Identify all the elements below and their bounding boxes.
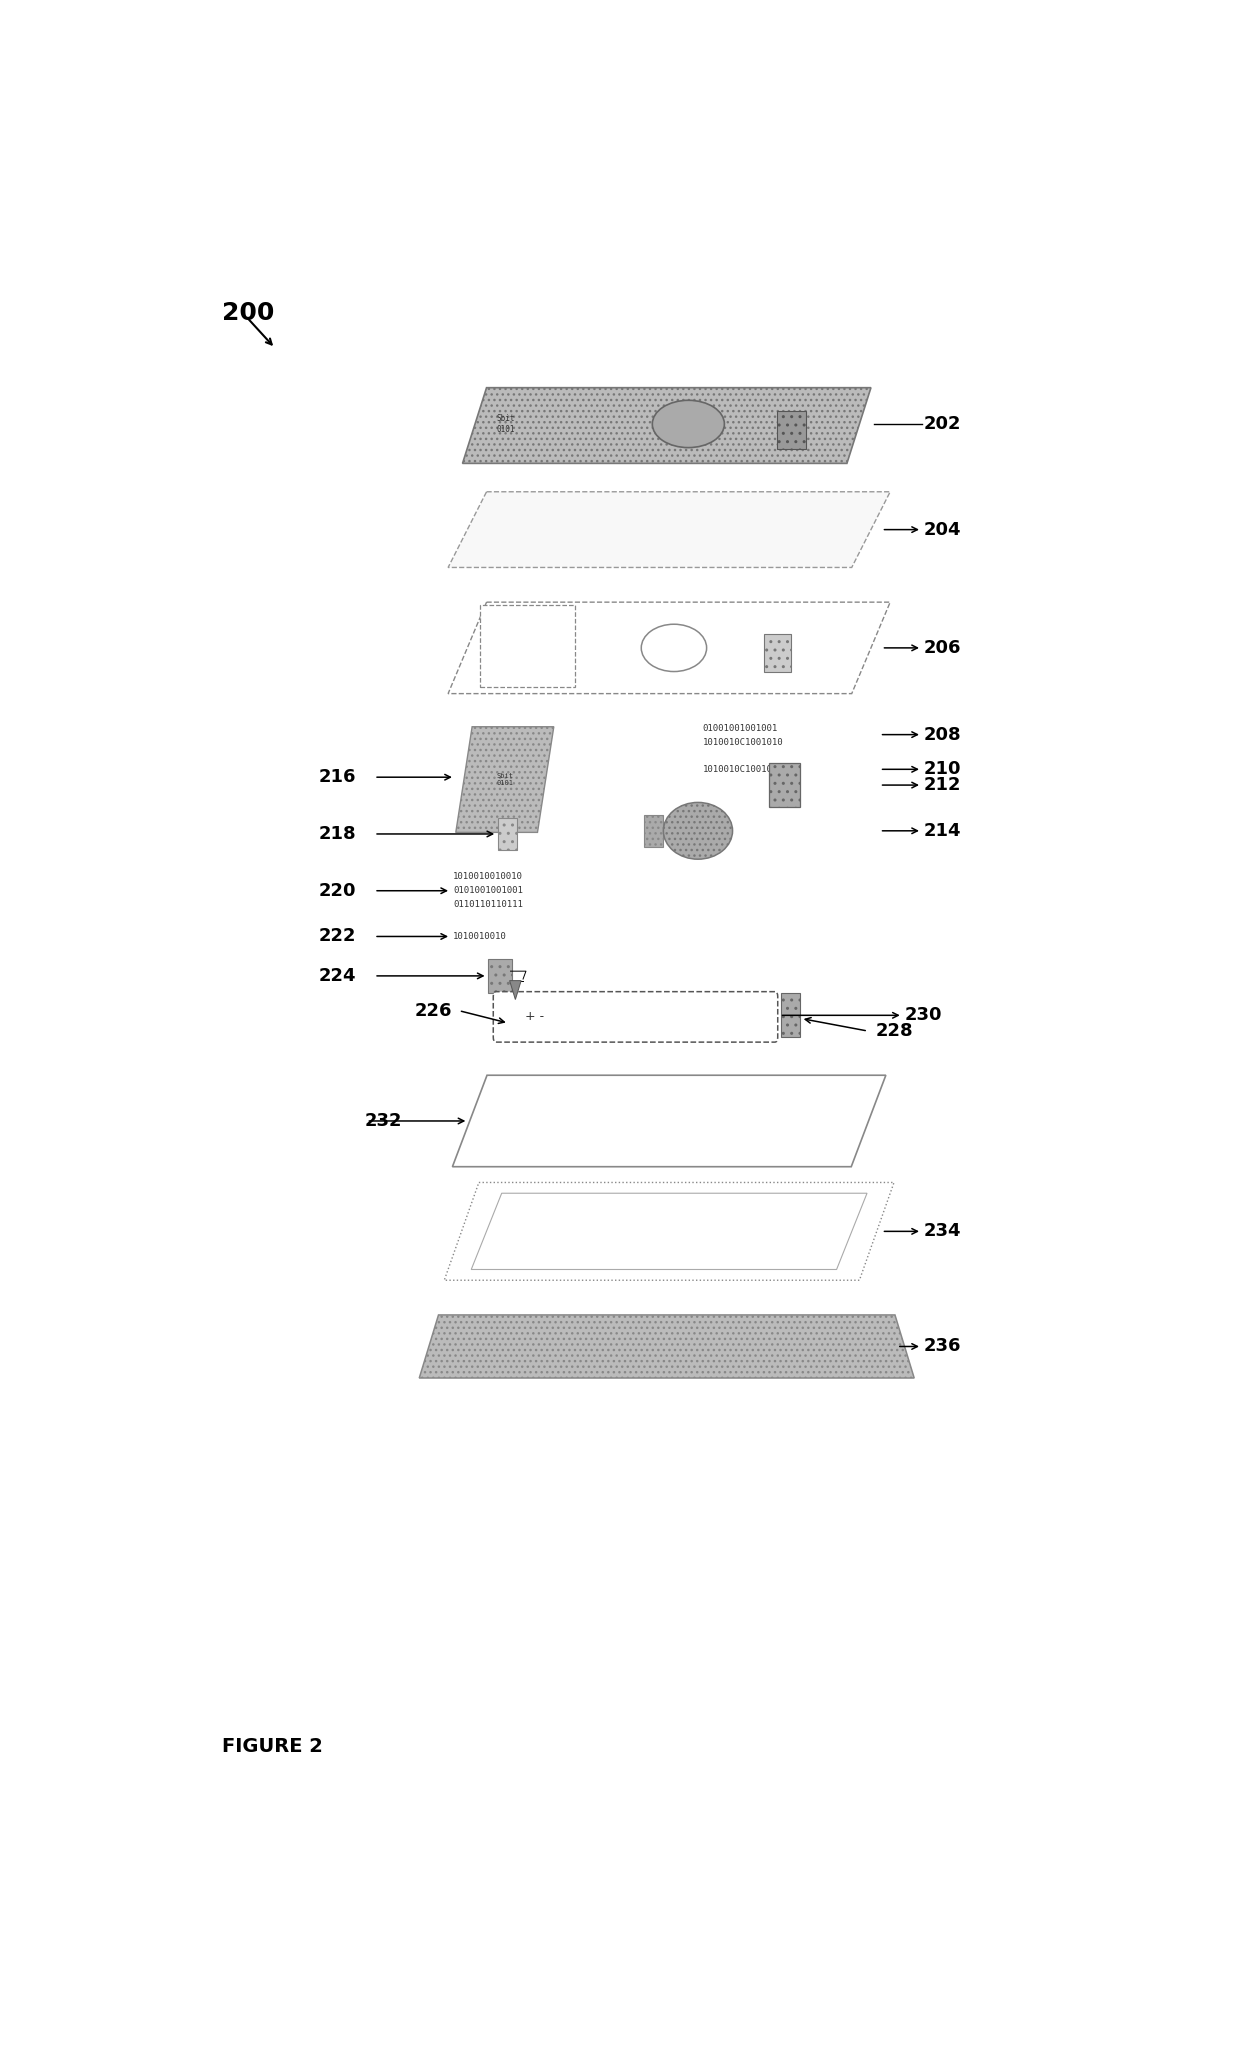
FancyBboxPatch shape <box>769 764 800 807</box>
Polygon shape <box>510 981 521 999</box>
Text: 230: 230 <box>905 1006 942 1024</box>
Text: FIGURE 2: FIGURE 2 <box>222 1737 324 1757</box>
Text: 224: 224 <box>319 967 356 985</box>
Polygon shape <box>444 1182 894 1280</box>
Ellipse shape <box>663 803 733 860</box>
Text: Sbit
0101: Sbit 0101 <box>496 772 513 786</box>
Polygon shape <box>448 602 890 694</box>
Text: 0101001001001: 0101001001001 <box>453 887 523 895</box>
Text: 222: 222 <box>319 928 356 946</box>
Text: 220: 220 <box>319 883 356 899</box>
Text: 1010010C1001010: 1010010C1001010 <box>703 764 784 774</box>
Polygon shape <box>419 1315 914 1378</box>
Polygon shape <box>471 1194 867 1270</box>
Text: 204: 204 <box>924 520 961 539</box>
Text: 0110110110111: 0110110110111 <box>453 901 523 909</box>
Text: 228: 228 <box>875 1022 914 1040</box>
Text: 202: 202 <box>924 416 961 432</box>
Polygon shape <box>448 492 890 567</box>
Text: 236: 236 <box>924 1337 961 1356</box>
Text: 1010010C1001010: 1010010C1001010 <box>703 737 784 748</box>
Text: 218: 218 <box>319 825 356 844</box>
Polygon shape <box>456 727 554 831</box>
Text: 212: 212 <box>924 776 961 795</box>
Polygon shape <box>463 387 870 463</box>
Text: 232: 232 <box>365 1112 402 1130</box>
Text: 200: 200 <box>222 301 274 326</box>
Text: 210: 210 <box>924 760 961 778</box>
Ellipse shape <box>641 625 707 672</box>
Text: 226: 226 <box>414 1001 451 1020</box>
FancyBboxPatch shape <box>644 815 663 846</box>
Text: 214: 214 <box>924 821 961 840</box>
FancyBboxPatch shape <box>781 993 800 1038</box>
Text: 208: 208 <box>924 725 961 743</box>
Text: Sbit
0101: Sbit 0101 <box>496 414 515 434</box>
Text: 234: 234 <box>924 1223 961 1241</box>
Text: 01001001001001: 01001001001001 <box>703 723 777 733</box>
FancyBboxPatch shape <box>494 991 777 1042</box>
Text: 216: 216 <box>319 768 356 786</box>
Text: 206: 206 <box>924 639 961 657</box>
FancyBboxPatch shape <box>489 958 512 993</box>
Text: + -: + - <box>525 1010 544 1024</box>
FancyBboxPatch shape <box>480 606 575 688</box>
Polygon shape <box>453 1075 885 1167</box>
Text: 1010010010010: 1010010010010 <box>453 872 523 881</box>
FancyBboxPatch shape <box>498 819 517 850</box>
FancyBboxPatch shape <box>764 633 791 672</box>
FancyBboxPatch shape <box>776 412 806 449</box>
Text: 1010010010: 1010010010 <box>453 932 507 940</box>
Ellipse shape <box>652 399 724 449</box>
